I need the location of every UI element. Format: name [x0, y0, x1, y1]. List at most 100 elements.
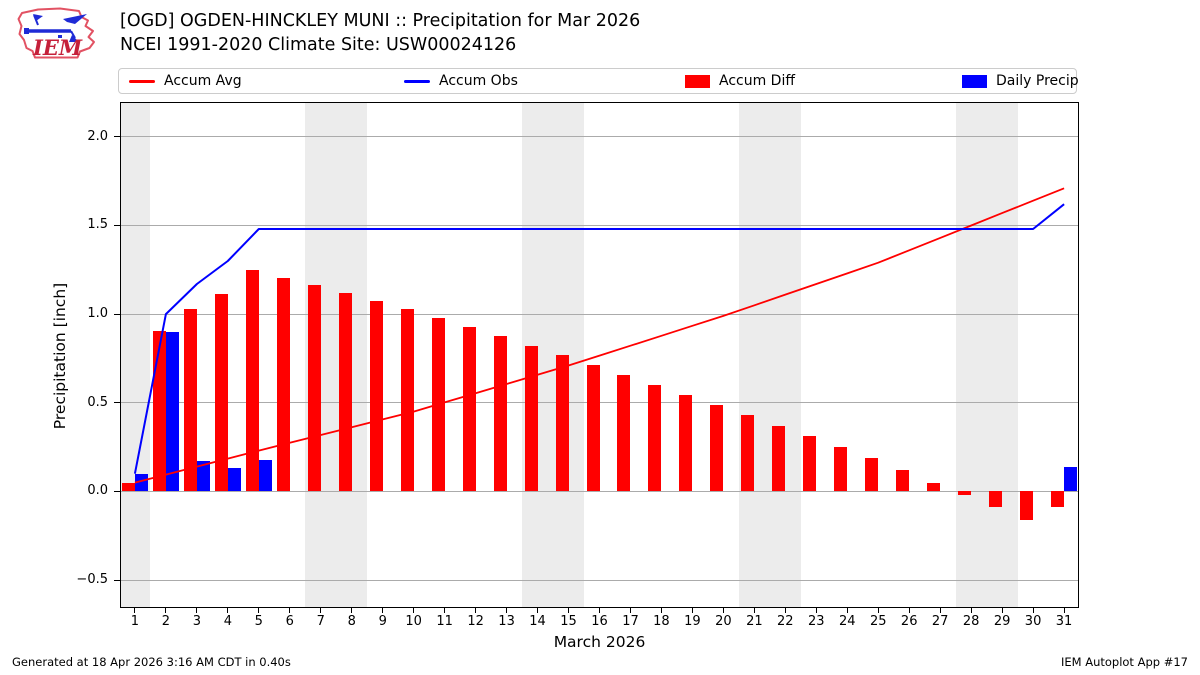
x-tick-label: 4	[223, 614, 232, 629]
daily-precip-bar	[227, 468, 241, 492]
accum-diff-bar	[214, 293, 228, 492]
x-tick	[970, 608, 972, 613]
x-tick	[1032, 608, 1034, 613]
x-tick-label: 18	[653, 614, 670, 629]
x-tick	[908, 608, 910, 613]
x-tick-label: 27	[931, 614, 949, 629]
x-tick-label: 8	[347, 614, 356, 629]
x-tick-label: 17	[622, 614, 639, 629]
accum-diff-bar	[803, 436, 817, 492]
x-tick	[1001, 608, 1003, 613]
accum-diff-bar	[524, 345, 538, 492]
legend: Accum Avg Accum Obs Accum Diff Daily Precip	[118, 68, 1079, 94]
weekend-shading-band	[955, 103, 1018, 607]
x-tick-label: 10	[405, 614, 422, 629]
weekend-shading-band	[738, 103, 801, 607]
legend-box-swatch	[962, 74, 987, 88]
x-tick	[413, 608, 415, 613]
accum-diff-bar	[400, 308, 414, 492]
x-tick-label: 29	[993, 614, 1011, 629]
y-tick-label: 0.0	[87, 483, 108, 499]
plot-area	[120, 102, 1079, 608]
y-tick	[114, 490, 120, 492]
accum-diff-bar	[772, 425, 786, 492]
accum-diff-bar	[369, 301, 383, 492]
x-tick-label: 2	[161, 614, 171, 629]
y-tick-label: 1.5	[87, 217, 108, 233]
x-tick-label: 22	[777, 614, 794, 629]
y-tick-label: 2.0	[87, 128, 108, 144]
x-tick	[196, 608, 198, 613]
x-tick-label: 24	[838, 614, 856, 629]
accum-diff-bar	[679, 394, 693, 492]
generated-timestamp: Generated at 18 Apr 2026 3:16 AM CDT in …	[12, 655, 291, 669]
x-tick-label: 9	[378, 614, 387, 629]
accum-diff-bar	[586, 364, 600, 492]
legend-label: Daily Precip	[996, 73, 1079, 89]
accum-lines	[133, 187, 1065, 484]
y-tick	[114, 224, 120, 226]
y-axis-label: Precipitation [inch]	[51, 282, 69, 430]
x-tick	[444, 608, 446, 613]
chart-subtitle: NCEI 1991-2020 Climate Site: USW00024126	[120, 35, 517, 55]
x-tick-label: 20	[715, 614, 732, 629]
x-tick-label: 6	[285, 614, 294, 629]
x-tick-label: 5	[254, 614, 263, 629]
gridline	[121, 224, 1078, 226]
accum-diff-bar	[865, 457, 879, 492]
accum-diff-bar	[710, 404, 724, 492]
x-tick-label: 7	[316, 614, 325, 629]
x-tick	[753, 608, 755, 613]
x-tick	[475, 608, 477, 613]
daily-precip-bar	[196, 461, 210, 492]
accum-diff-bar	[245, 269, 259, 492]
accum-diff-bar	[617, 374, 631, 492]
gridline	[121, 402, 1078, 404]
accum-diff-bar	[648, 384, 662, 492]
accum-diff-bar	[276, 277, 290, 492]
x-tick	[165, 608, 167, 613]
legend-item-daily-precip: Daily Precip	[962, 69, 1079, 93]
x-tick	[877, 608, 879, 613]
accum-obs-line	[133, 203, 1065, 474]
accum-diff-bar	[462, 327, 476, 492]
x-tick-label: 30	[1024, 614, 1042, 629]
legend-item-accum-diff: Accum Diff	[685, 69, 795, 93]
daily-precip-bar	[134, 473, 148, 492]
iem-logo: IEM	[17, 7, 95, 60]
accum-diff-bar	[183, 308, 197, 492]
gridline	[121, 490, 1078, 492]
x-tick	[629, 608, 631, 613]
y-tick-label: 1.0	[87, 306, 108, 322]
accum-diff-bar	[958, 491, 972, 495]
y-tick	[114, 136, 120, 138]
x-tick-label: 19	[684, 614, 701, 629]
x-tick-label: 31	[1055, 614, 1073, 629]
accum-diff-bar	[989, 491, 1003, 508]
app-credit: IEM Autoplot App #17	[1060, 655, 1188, 669]
x-tick	[537, 608, 539, 613]
x-tick	[227, 608, 229, 613]
legend-item-accum-avg: Accum Avg	[129, 69, 242, 93]
x-tick	[784, 608, 786, 613]
accum-diff-bar	[493, 336, 507, 492]
x-tick	[134, 608, 136, 613]
accum-diff-bar	[338, 293, 352, 492]
x-tick-label: 15	[560, 614, 577, 629]
weather-vane-icon	[24, 14, 87, 42]
x-tick	[506, 608, 508, 613]
x-tick-label: 14	[529, 614, 546, 629]
accum-diff-bar	[1051, 491, 1065, 508]
x-tick	[846, 608, 848, 613]
x-tick-label: 3	[192, 614, 202, 629]
x-tick	[599, 608, 600, 613]
x-tick	[320, 608, 322, 613]
x-tick	[351, 608, 353, 613]
daily-precip-bar	[165, 331, 179, 492]
x-tick	[691, 608, 693, 613]
y-tick	[114, 402, 120, 404]
x-tick	[1063, 608, 1065, 613]
x-tick-label: 21	[746, 614, 763, 629]
x-tick	[660, 608, 662, 613]
